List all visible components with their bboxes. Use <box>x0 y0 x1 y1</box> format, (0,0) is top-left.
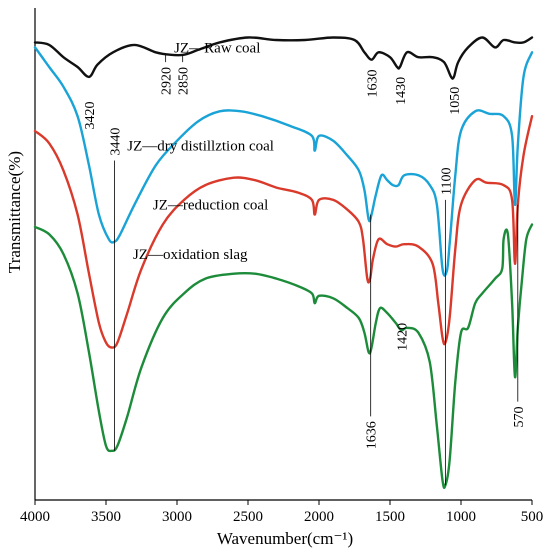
series-label: JZ—oxidation slag <box>133 247 248 263</box>
x-tick-label: 500 <box>521 509 544 525</box>
x-tick-label: 2000 <box>304 509 334 525</box>
x-tick-label: 2500 <box>233 509 263 525</box>
x-ticks: 4000 3500 3000 2500 2000 1500 1000 500 <box>20 500 543 525</box>
series-group <box>33 36 534 489</box>
series-label-group: JZ—Raw coal JZ—dry distillztion coal JZ—re… <box>127 40 274 263</box>
annotation-group: 3420 2920 2850 1630 1430 1050 3440 1100 1420 1636… <box>83 54 527 486</box>
series-line-2 <box>33 46 534 277</box>
x-tick-label: 1500 <box>375 509 405 525</box>
peak-label: 1636 <box>365 421 380 449</box>
x-tick-label: 4000 <box>20 509 50 525</box>
series-line-1 <box>33 36 534 80</box>
series-label: JZ—dry distillztion coal <box>127 139 274 155</box>
peak-label: 2920 <box>160 67 175 95</box>
peak-label: 1100 <box>439 167 454 194</box>
peak-label: 570 <box>512 407 527 428</box>
peak-label: 1630 <box>366 70 381 98</box>
series-label: JZ—Raw coal <box>174 40 260 56</box>
series-label: JZ—reduction coal <box>153 198 268 214</box>
plot-frame <box>34 8 532 501</box>
peak-label: 2850 <box>177 67 192 95</box>
series-line-3 <box>33 115 534 349</box>
x-tick-label: 3000 <box>162 509 192 525</box>
x-tick-label: 3500 <box>91 509 121 525</box>
x-tick-label: 1000 <box>446 509 476 525</box>
series-line-4 <box>33 223 534 489</box>
x-axis-title: Wavenumber(cm⁻¹) <box>217 529 353 548</box>
peak-label: 3440 <box>109 128 124 156</box>
peak-label: 1430 <box>394 77 409 105</box>
peak-label: 3420 <box>83 101 98 129</box>
peak-label: 1420 <box>395 323 410 351</box>
y-axis-title: Transmittance(%) <box>5 151 24 273</box>
peak-label: 1050 <box>448 87 463 115</box>
